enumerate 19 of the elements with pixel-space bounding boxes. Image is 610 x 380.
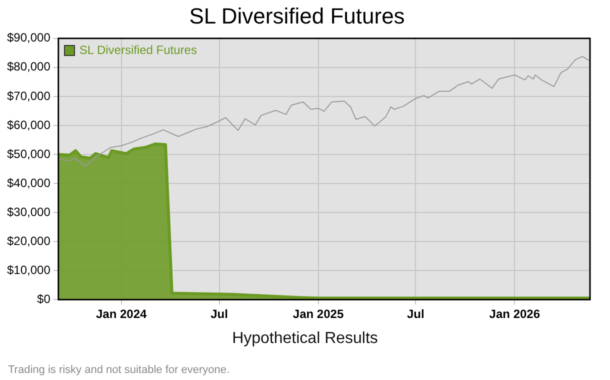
y-tick-label: $90,000 [6, 30, 51, 45]
y-tick-label: $30,000 [6, 204, 51, 219]
legend-label: SL Diversified Futures [79, 42, 197, 58]
x-tick-label: Jan 2024 [96, 307, 148, 322]
y-tick-label: $60,000 [6, 118, 51, 132]
x-tick-label: Jul [210, 307, 228, 322]
y-tick-label: $10,000 [6, 262, 51, 277]
y-tick-label: $70,000 [6, 88, 51, 103]
y-tick-label: $50,000 [6, 146, 51, 161]
x-tick-label: Jul [406, 307, 424, 322]
y-tick-label: $20,000 [6, 234, 51, 248]
text: Trading is risky and not suitable for everyone. [8, 364, 230, 376]
x-tick-label: Jan 2025 [292, 307, 344, 322]
x-axis-title: Hypothetical Results [231, 330, 379, 348]
y-tick-label: $0 [37, 292, 51, 306]
y-tick-label: $40,000 [6, 176, 51, 190]
x-tick-label: Jan 2026 [489, 307, 540, 322]
chart-title: SL Diversified Futures [189, 3, 405, 28]
y-tick-label: $80,000 [6, 60, 51, 74]
